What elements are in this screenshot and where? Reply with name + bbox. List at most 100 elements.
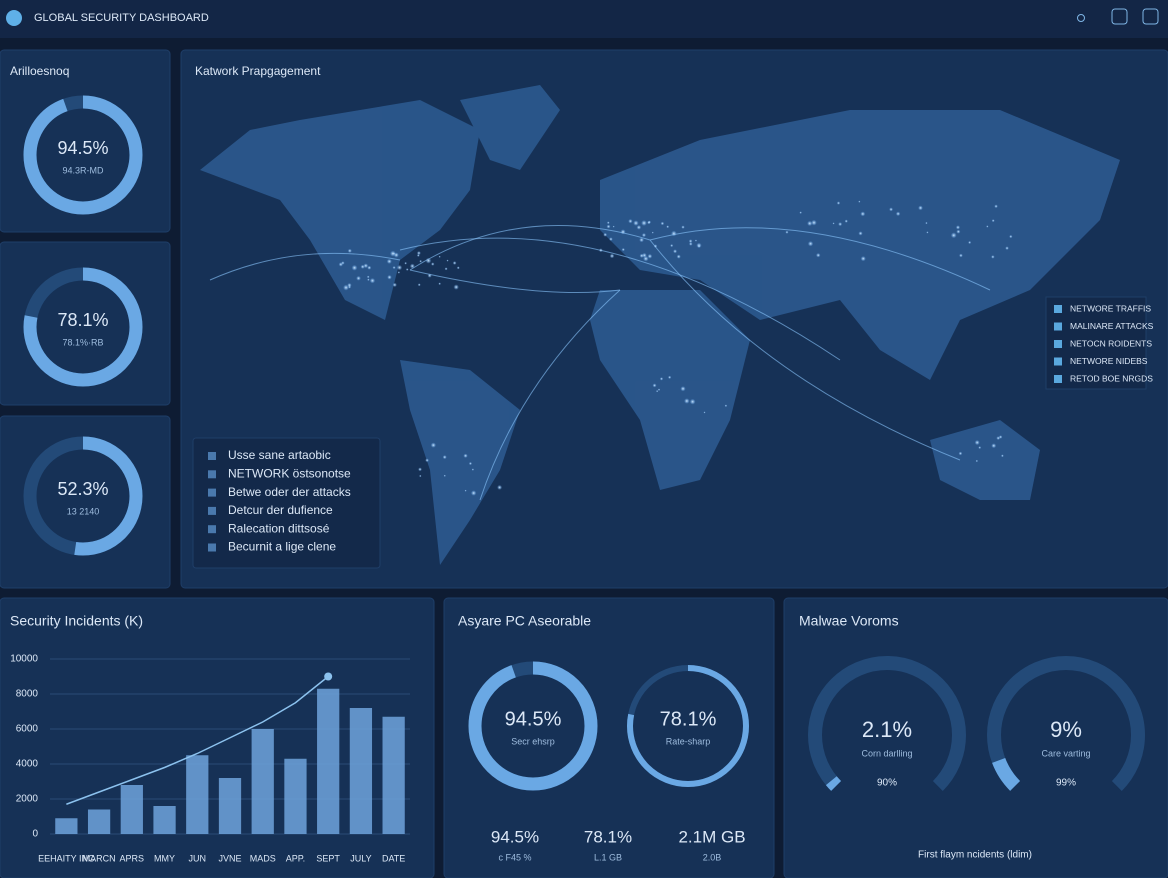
map-dot [598,248,603,253]
continent [460,85,560,170]
x-tick-label: MARCN [83,853,116,863]
map-dot [688,242,693,246]
gauge-label: 9% [1050,717,1082,742]
map-dot [443,474,446,477]
map-dot [858,231,863,236]
list-marker [208,452,216,460]
map-dot [609,237,613,241]
map-dot [991,255,995,259]
map-dot [393,252,399,258]
map-dot [657,388,661,391]
panel-title: Asyare PC Aseorable [458,613,591,629]
settings-icon[interactable] [1111,8,1128,25]
map-dot [609,253,615,259]
map-dot [396,264,403,271]
panel [783,597,1168,878]
gauge-label: 78.1% [660,708,717,730]
gauge-arc [23,267,143,387]
y-tick-label: 0 [32,829,38,840]
map-dot [438,255,441,258]
map-dot [950,232,957,239]
map-dot [419,474,422,478]
map-dot [425,458,429,463]
map-dot [1005,246,1009,250]
legend-marker [1054,375,1062,383]
map-dot [416,253,420,257]
map-dot [660,221,665,226]
stat-value: 2.1M GB [678,827,745,846]
y-tick-label: 6000 [16,724,39,735]
map-dot [670,244,674,248]
x-tick-label: JVNE [218,853,241,863]
x-tick-label: APP. [286,853,305,863]
map-dot [832,222,835,225]
status-icon[interactable] [1077,14,1085,22]
arc [209,252,401,281]
map-dot [446,259,449,262]
map-dot [338,262,344,267]
map-dot [430,442,437,448]
arc [649,227,991,291]
list-marker [208,488,216,497]
map-dot [676,254,681,259]
map-dot [811,219,817,226]
map-dot [419,259,422,263]
map-dot [647,253,653,259]
map-dot [974,439,980,446]
map-dot [703,411,706,414]
map-dot [392,282,397,288]
map-dot [606,224,611,229]
x-tick-label: APRS [120,853,145,863]
x-tick-label: DATE [382,853,405,863]
panel-title: Security Incidents (K) [10,613,143,629]
map-dot [356,275,361,281]
y-tick-label: 10000 [10,654,38,665]
map-dot [416,251,421,256]
map-list-item: Detcur der dufience [228,503,333,517]
map-dot [1009,234,1013,239]
stat-value: 78.1% [584,827,632,846]
gauge-label: 94.5% [57,138,108,158]
map-dot [1001,454,1004,458]
gauge-sub: Corn darlling [861,748,912,758]
map-dot [836,201,841,205]
map-dot [453,284,459,290]
map-dot [404,261,407,265]
map-dot [724,404,728,408]
map-dot [612,225,615,228]
map-dot [844,219,848,223]
gauge-label: 52.3% [57,479,108,499]
bar [87,809,111,834]
stat-sub: L.1 GB [594,852,622,862]
x-tick-label: JUN [189,853,207,863]
arc [479,289,621,501]
map-dot [409,263,415,269]
gauge-label: 78.1% [57,310,108,330]
map-dot [998,435,1003,439]
map-dot [671,230,677,237]
map-dot [860,256,866,262]
map-dot [666,225,670,229]
map-dot [689,398,696,405]
gauge-sub: Care varting [1041,748,1090,758]
bar [153,806,176,834]
gauge-arc [987,656,1145,814]
map-dot [452,261,457,265]
panel-footer: First flaym ncidents (ldim) [918,850,1032,861]
map-dot [991,443,997,449]
map-dot [497,484,503,490]
map-legend-item: MALINARE ATTACKS [1070,321,1154,331]
map-dot [417,283,421,287]
user-icon[interactable] [1142,8,1159,25]
map-dot [427,273,432,278]
legend-marker [1054,305,1062,313]
bar [186,755,209,834]
map-dot [986,225,989,228]
map-dot [659,377,664,381]
arc [649,239,961,461]
map-dot [688,239,693,243]
list-marker [208,506,216,515]
gauge-arc [808,656,966,814]
